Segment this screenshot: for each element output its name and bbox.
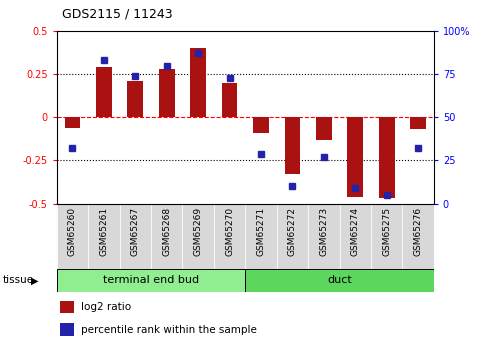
Bar: [340, 204, 371, 269]
Bar: [308, 204, 340, 269]
Text: GSM65273: GSM65273: [319, 207, 328, 256]
Text: terminal end bud: terminal end bud: [103, 275, 199, 285]
Bar: [222, 83, 238, 117]
Text: GSM65272: GSM65272: [288, 207, 297, 256]
Text: GSM65268: GSM65268: [162, 207, 171, 256]
Bar: [151, 204, 182, 269]
Bar: [253, 117, 269, 133]
Bar: [348, 117, 363, 197]
Bar: [57, 204, 88, 269]
Text: GSM65269: GSM65269: [194, 207, 203, 256]
Text: GSM65275: GSM65275: [382, 207, 391, 256]
Bar: [96, 67, 112, 117]
Text: GSM65270: GSM65270: [225, 207, 234, 256]
Bar: [316, 117, 332, 140]
Text: duct: duct: [327, 275, 352, 285]
Bar: [57, 269, 245, 292]
Text: ▶: ▶: [31, 275, 38, 285]
Text: log2 ratio: log2 ratio: [81, 303, 131, 313]
Text: GSM65267: GSM65267: [131, 207, 140, 256]
Bar: [182, 204, 214, 269]
Bar: [159, 69, 175, 117]
Bar: [277, 204, 308, 269]
Text: percentile rank within the sample: percentile rank within the sample: [81, 325, 257, 335]
Bar: [127, 81, 143, 117]
Text: GSM65271: GSM65271: [256, 207, 266, 256]
Text: GSM65274: GSM65274: [351, 207, 360, 256]
Text: tissue: tissue: [2, 275, 34, 285]
Bar: [379, 117, 394, 198]
Bar: [245, 269, 434, 292]
Text: GSM65276: GSM65276: [414, 207, 423, 256]
Bar: [61, 301, 73, 313]
Text: GSM65260: GSM65260: [68, 207, 77, 256]
Bar: [245, 204, 277, 269]
Bar: [402, 204, 434, 269]
Text: GDS2115 / 11243: GDS2115 / 11243: [62, 8, 172, 21]
Bar: [88, 204, 119, 269]
Bar: [119, 204, 151, 269]
Bar: [284, 117, 300, 174]
Bar: [371, 204, 402, 269]
Bar: [65, 117, 80, 128]
Bar: [61, 323, 73, 336]
Bar: [190, 48, 206, 117]
Text: GSM65261: GSM65261: [99, 207, 108, 256]
Bar: [214, 204, 246, 269]
Bar: [410, 117, 426, 129]
